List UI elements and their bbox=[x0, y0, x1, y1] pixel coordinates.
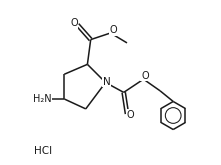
Text: O: O bbox=[127, 110, 134, 120]
Text: O: O bbox=[70, 18, 78, 28]
Text: H₂N: H₂N bbox=[33, 94, 51, 104]
Text: O: O bbox=[110, 25, 117, 35]
Text: N: N bbox=[103, 77, 110, 86]
Text: O: O bbox=[141, 71, 149, 81]
Text: HCl: HCl bbox=[34, 146, 52, 156]
